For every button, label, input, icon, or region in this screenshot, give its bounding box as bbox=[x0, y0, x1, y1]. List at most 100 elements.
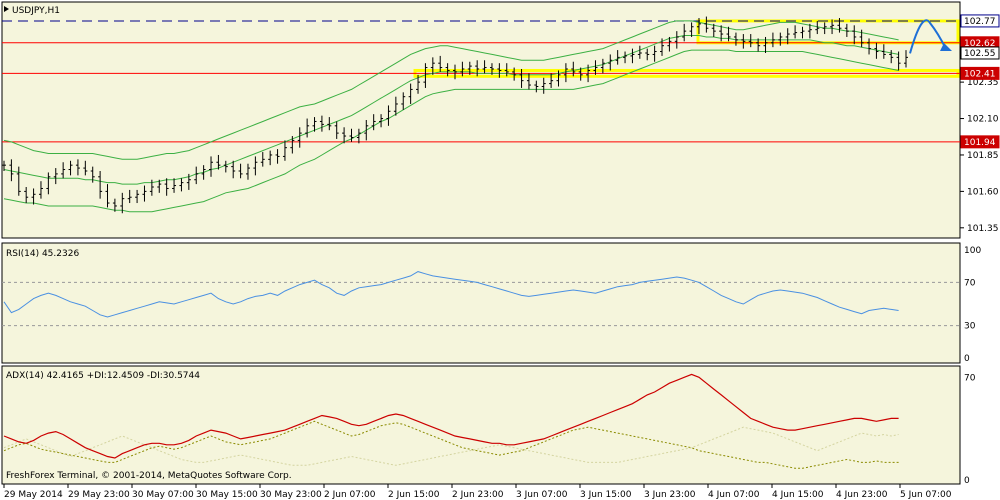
price-bar bbox=[556, 70, 561, 87]
price-bar bbox=[297, 127, 302, 148]
rsi-tick-label: 0 bbox=[964, 354, 970, 364]
price-bar bbox=[334, 121, 339, 139]
time-tick-label: 3 Jun 07:00 bbox=[516, 490, 568, 500]
price-bar bbox=[445, 63, 450, 77]
price-bar bbox=[586, 64, 591, 83]
time-tick-label: 4 Jun 07:00 bbox=[708, 490, 760, 500]
price-bar bbox=[674, 31, 679, 49]
main-title-text: USDJPY,H1 bbox=[12, 6, 60, 16]
adx-panel[interactable]: ADX(14) 42.4165 +DI:12.4509 -DI:30.5744 … bbox=[1, 365, 976, 486]
price-bars bbox=[2, 16, 908, 214]
level-tag bbox=[960, 135, 1000, 149]
time-tick-label: 4 Jun 15:00 bbox=[772, 490, 824, 500]
price-bar bbox=[305, 118, 310, 138]
level-tag-label: 102.41 bbox=[964, 69, 996, 79]
price-bar bbox=[489, 63, 494, 75]
time-tick-label: 2 Jun 15:00 bbox=[388, 490, 440, 500]
price-bar bbox=[889, 50, 894, 64]
price-bar bbox=[667, 36, 672, 52]
time-tick-label: 30 May 15:00 bbox=[196, 490, 258, 500]
time-tick-label: 2 Jun 07:00 bbox=[324, 490, 376, 500]
price-bar bbox=[881, 44, 886, 59]
price-bar bbox=[696, 18, 701, 35]
current-price-label: 102.55 bbox=[964, 49, 996, 59]
price-bar bbox=[593, 60, 598, 75]
price-bar bbox=[423, 63, 428, 88]
price-bar bbox=[149, 179, 154, 196]
price-bar bbox=[512, 67, 517, 81]
price-bar bbox=[186, 173, 191, 190]
price-bar bbox=[519, 69, 524, 88]
main-panel-background bbox=[1, 1, 961, 239]
price-bar bbox=[630, 48, 635, 64]
price-bar bbox=[615, 50, 620, 65]
price-bar bbox=[38, 181, 43, 199]
price-tick-label: 102.10 bbox=[967, 115, 999, 125]
price-bar bbox=[600, 58, 605, 74]
rsi-panel-background bbox=[1, 242, 961, 364]
price-bar bbox=[534, 80, 539, 93]
main-title: USDJPY,H1 bbox=[4, 6, 60, 16]
price-bar bbox=[778, 32, 783, 46]
price-bar bbox=[105, 184, 110, 208]
price-bar bbox=[637, 45, 642, 59]
price-bar bbox=[393, 96, 398, 116]
price-bar bbox=[68, 160, 73, 176]
price-bar bbox=[120, 192, 125, 214]
price-bar bbox=[859, 29, 864, 48]
price-bar bbox=[652, 45, 657, 62]
price-bar bbox=[660, 38, 665, 56]
time-tick-label: 30 May 07:00 bbox=[132, 490, 194, 500]
price-bar bbox=[75, 159, 80, 176]
price-bar bbox=[682, 23, 687, 42]
price-bar bbox=[386, 105, 391, 126]
price-tick-label: 102.35 bbox=[967, 78, 999, 88]
price-bar bbox=[689, 22, 694, 37]
price-bar bbox=[194, 166, 199, 185]
price-bar bbox=[793, 25, 798, 39]
rsi-line bbox=[3, 271, 899, 318]
price-bar bbox=[785, 28, 790, 45]
price-bar bbox=[497, 63, 502, 78]
price-bar bbox=[223, 160, 228, 173]
price-bar bbox=[719, 25, 724, 42]
rsi-panel[interactable]: RSI(14) 45.2326 100 70 30 0 bbox=[1, 242, 981, 364]
price-bar bbox=[726, 26, 731, 42]
time-tick-label: 29 May 23:00 bbox=[68, 490, 130, 500]
adx-axis: 70 0 bbox=[964, 373, 976, 486]
time-tick-label: 29 May 2014 bbox=[4, 490, 63, 500]
price-bar bbox=[371, 114, 376, 131]
rsi-tick-label: 100 bbox=[964, 246, 981, 256]
time-tick-label: 30 May 23:00 bbox=[260, 490, 322, 500]
price-bar bbox=[711, 23, 716, 37]
price-bar bbox=[342, 127, 347, 144]
price-bar bbox=[209, 156, 214, 177]
price-bar bbox=[460, 61, 465, 77]
time-tick-label: 2 Jun 23:00 bbox=[452, 490, 504, 500]
price-bar bbox=[563, 63, 568, 83]
bollinger-upper bbox=[3, 20, 899, 160]
price-bar bbox=[46, 172, 51, 195]
price-bar bbox=[16, 166, 21, 196]
price-bar bbox=[482, 60, 487, 74]
price-bar bbox=[379, 114, 384, 128]
price-bar bbox=[822, 22, 827, 35]
main-panel[interactable]: USDJPY,H1 102.35 102.10 101.85 101.60 101.35… bbox=[1, 0, 1000, 239]
price-bar bbox=[61, 162, 66, 179]
adx-panel-background bbox=[1, 365, 961, 485]
collapse-triangle-icon bbox=[4, 6, 9, 12]
price-bar bbox=[733, 32, 738, 46]
price-axis: 102.35 102.10 101.85 101.60 101.35 bbox=[960, 78, 999, 234]
price-bar bbox=[770, 32, 775, 48]
price-bar bbox=[549, 73, 554, 88]
price-bar bbox=[401, 92, 406, 110]
price-bar bbox=[438, 55, 443, 72]
price-bar bbox=[763, 36, 768, 53]
price-bar bbox=[430, 57, 435, 75]
level-tag-label: 101.94 bbox=[964, 138, 996, 148]
price-bar bbox=[201, 165, 206, 180]
level-tag-label: 102.62 bbox=[964, 39, 996, 49]
adx-tick-label: 70 bbox=[964, 373, 976, 383]
